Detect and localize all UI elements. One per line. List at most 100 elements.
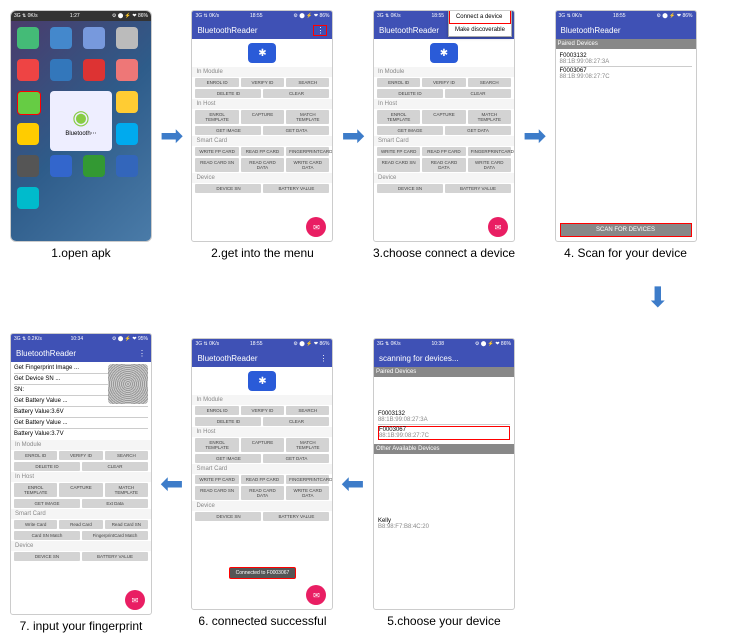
read-sn-button[interactable]: READ CARD SN: [195, 486, 238, 500]
enrol-tpl-button[interactable]: ENROL TEMPLATE: [14, 483, 57, 497]
verify-id-button[interactable]: VERIFY ID: [59, 451, 102, 460]
clear-button[interactable]: CLEAR: [445, 89, 511, 98]
clear-button[interactable]: CLEAR: [263, 417, 329, 426]
write-data-button[interactable]: WRITE CARD DATA: [286, 158, 329, 172]
enrol-tpl-button[interactable]: ENROL TEMPLATE: [377, 110, 420, 124]
verify-id-button[interactable]: VERIFY ID: [422, 78, 465, 87]
fp-card-button[interactable]: FINGERPRINTCARD: [286, 475, 329, 484]
search-button[interactable]: SEARCH: [468, 78, 511, 87]
write-card-button[interactable]: Write Card: [14, 520, 57, 529]
read-data-button[interactable]: READ CARD DATA: [241, 486, 284, 500]
bluetooth-app-icon[interactable]: [17, 91, 41, 115]
delete-id-button[interactable]: DELETE ID: [195, 417, 261, 426]
app-icon[interactable]: [116, 123, 138, 145]
read-card-sn-button[interactable]: Read Card SN: [105, 520, 148, 529]
search-button[interactable]: SEARCH: [105, 451, 148, 460]
write-data-button[interactable]: WRITE CARD DATA: [286, 486, 329, 500]
fab-button[interactable]: ✉: [125, 590, 145, 610]
fab-button[interactable]: ✉: [306, 217, 326, 237]
device-item-selected[interactable]: F000306788:1B:99:08:27:7C: [378, 426, 510, 440]
fab-button[interactable]: ✉: [306, 585, 326, 605]
enrol-id-button[interactable]: ENROL ID: [14, 451, 57, 460]
fp-card-match-button[interactable]: FingerprintCard Match: [82, 531, 148, 540]
device-item[interactable]: KellyB8:98:F7:B8:4C:20: [378, 518, 510, 530]
capture-button[interactable]: CAPTURE: [59, 483, 102, 497]
app-icon[interactable]: [17, 59, 39, 81]
read-fp-button[interactable]: READ FP CARD: [422, 147, 465, 156]
match-tpl-button[interactable]: MATCH TEMPLATE: [286, 110, 329, 124]
clear-button[interactable]: CLEAR: [82, 462, 148, 471]
app-icon[interactable]: [83, 155, 105, 177]
app-icon[interactable]: [83, 27, 105, 49]
get-data-button[interactable]: GET DATA: [263, 454, 329, 463]
enrol-id-button[interactable]: ENROL ID: [377, 78, 420, 87]
delete-id-button[interactable]: DELETE ID: [377, 89, 443, 98]
capture-button[interactable]: CAPTURE: [422, 110, 465, 124]
menu-icon[interactable]: ⋮: [313, 25, 327, 36]
fp-card-button[interactable]: FINGERPRINTCARD: [286, 147, 329, 156]
write-fp-button[interactable]: WRITE FP CARD: [195, 147, 238, 156]
app-icon[interactable]: [116, 27, 138, 49]
match-tpl-button[interactable]: MATCH TEMPLATE: [105, 483, 148, 497]
card-sn-match-button[interactable]: Card SN Match: [14, 531, 80, 540]
clear-button[interactable]: CLEAR: [263, 89, 329, 98]
get-image-button[interactable]: GET IMAGE: [195, 454, 261, 463]
enrol-tpl-button[interactable]: ENROL TEMPLATE: [195, 438, 238, 452]
connect-device-item[interactable]: Connect a device: [449, 10, 511, 24]
enrol-id-button[interactable]: ENROL ID: [195, 406, 238, 415]
capture-button[interactable]: CAPTURE: [241, 110, 284, 124]
read-data-button[interactable]: READ CARD DATA: [422, 158, 465, 172]
read-data-button[interactable]: READ CARD DATA: [241, 158, 284, 172]
fp-card-button[interactable]: FINGERPRINTCARD: [468, 147, 511, 156]
delete-id-button[interactable]: DELETE ID: [195, 89, 261, 98]
verify-id-button[interactable]: VERIFY ID: [241, 406, 284, 415]
bluetooth-app-big[interactable]: ◉Bluetooth⋯: [50, 91, 112, 151]
delete-id-button[interactable]: DELETE ID: [14, 462, 80, 471]
read-card-button[interactable]: Read Card: [59, 520, 102, 529]
get-image-button[interactable]: GET IMAGE: [195, 126, 261, 135]
scan-devices-button[interactable]: SCAN FOR DEVICES: [560, 223, 692, 237]
battery-button[interactable]: BATTERY VALUE: [445, 184, 511, 193]
write-fp-button[interactable]: WRITE FP CARD: [195, 475, 238, 484]
get-image-button[interactable]: GET IMAGE: [14, 499, 80, 508]
get-data-button[interactable]: GET DATA: [263, 126, 329, 135]
app-icon[interactable]: [50, 27, 72, 49]
app-icon[interactable]: [116, 155, 138, 177]
device-item[interactable]: F000313288:1B:99:08:27:3A: [560, 53, 692, 65]
app-icon[interactable]: [83, 59, 105, 81]
device-sn-button[interactable]: DEVICE SN: [377, 184, 443, 193]
device-sn-button[interactable]: DEVICE SN: [195, 184, 261, 193]
read-fp-button[interactable]: READ FP CARD: [241, 147, 284, 156]
capture-button[interactable]: CAPTURE: [241, 438, 284, 452]
write-data-button[interactable]: WRITE CARD DATA: [468, 158, 511, 172]
app-icon[interactable]: [17, 187, 39, 209]
ext-data-button[interactable]: Ext Data: [82, 499, 148, 508]
verify-id-button[interactable]: VERIFY ID: [241, 78, 284, 87]
app-icon[interactable]: [50, 59, 72, 81]
search-button[interactable]: SEARCH: [286, 406, 329, 415]
menu-icon[interactable]: ⋮: [319, 354, 327, 363]
read-sn-button[interactable]: READ CARD SN: [377, 158, 420, 172]
app-icon[interactable]: [116, 91, 138, 113]
device-sn-button[interactable]: DEVICE SN: [195, 512, 261, 521]
read-sn-button[interactable]: READ CARD SN: [195, 158, 238, 172]
menu-icon[interactable]: ⋮: [138, 349, 146, 358]
device-sn-button[interactable]: DEVICE SN: [14, 552, 80, 561]
device-item[interactable]: F000306788:1B:99:08:27:7C: [560, 68, 692, 80]
enrol-id-button[interactable]: ENROL ID: [195, 78, 238, 87]
match-tpl-button[interactable]: MATCH TEMPLATE: [286, 438, 329, 452]
app-icon[interactable]: [50, 155, 72, 177]
app-icon[interactable]: [17, 155, 39, 177]
search-button[interactable]: SEARCH: [286, 78, 329, 87]
get-data-button[interactable]: GET DATA: [445, 126, 511, 135]
make-discoverable-item[interactable]: Make discoverable: [449, 24, 511, 36]
battery-button[interactable]: BATTERY VALUE: [263, 512, 329, 521]
fab-button[interactable]: ✉: [488, 217, 508, 237]
battery-button[interactable]: BATTERY VALUE: [82, 552, 148, 561]
write-fp-button[interactable]: WRITE FP CARD: [377, 147, 420, 156]
battery-button[interactable]: BATTERY VALUE: [263, 184, 329, 193]
app-icon[interactable]: [17, 123, 39, 145]
app-icon[interactable]: [116, 59, 138, 81]
enrol-tpl-button[interactable]: ENROL TEMPLATE: [195, 110, 238, 124]
match-tpl-button[interactable]: MATCH TEMPLATE: [468, 110, 511, 124]
